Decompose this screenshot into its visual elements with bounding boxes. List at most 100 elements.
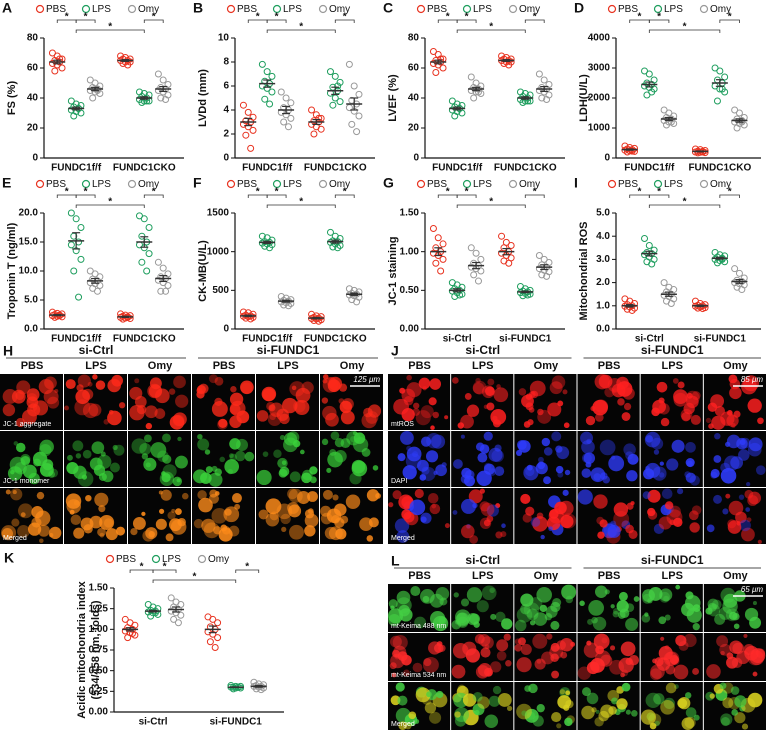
significance-label: *	[84, 12, 88, 23]
micrograph-spot	[204, 449, 211, 455]
micrograph-spot	[452, 510, 458, 515]
micrograph-spot	[213, 526, 222, 535]
micrograph-spot	[396, 530, 410, 543]
panel-letter: F	[193, 175, 202, 191]
micrograph-spot	[475, 377, 481, 384]
data-point	[277, 88, 285, 96]
micrograph-spot	[47, 396, 60, 409]
data-point	[145, 250, 153, 258]
error-bar	[645, 81, 654, 88]
micrograph-spot	[550, 601, 561, 613]
micrograph-spot	[144, 405, 158, 419]
micrograph-spot	[43, 389, 59, 405]
micrograph-spot	[75, 389, 90, 405]
micrograph-spot	[406, 445, 412, 452]
error-bar	[472, 261, 481, 270]
micrograph-spot	[72, 440, 84, 452]
y-tick-label: 2.0	[596, 277, 610, 288]
micrograph-spot	[436, 641, 443, 647]
micrograph-spot	[556, 446, 570, 460]
micrograph-spot	[520, 603, 531, 615]
data-point	[310, 130, 318, 138]
micrograph-spot	[671, 439, 685, 453]
micrograph-spot	[403, 511, 415, 523]
micrograph-spot	[587, 618, 594, 625]
micrograph-spot	[320, 505, 332, 517]
micrograph-spot	[555, 465, 564, 474]
data-point	[312, 111, 320, 119]
legend-marker	[272, 4, 282, 14]
micrograph-spot	[500, 531, 507, 538]
micrograph-spot	[733, 623, 740, 630]
legend-label: Omy	[519, 179, 540, 190]
data-point	[154, 87, 162, 94]
data-point	[138, 258, 146, 266]
micrograph-spot	[652, 466, 667, 481]
data-point	[177, 611, 185, 619]
micrograph-spot	[159, 508, 165, 514]
column-label: Omy	[148, 360, 173, 372]
micrograph-spot	[539, 604, 548, 613]
micrograph-spot	[256, 469, 272, 486]
group-label: si-FUNDC1	[257, 343, 320, 357]
micrograph-spot	[644, 431, 661, 448]
legend-marker	[699, 179, 709, 189]
data-point	[77, 255, 85, 263]
error-bar	[453, 288, 462, 293]
legend-label: PBS	[427, 179, 447, 190]
data-point	[472, 249, 480, 257]
micrograph-spot	[688, 510, 699, 521]
error-bar	[715, 256, 724, 260]
legend-marker	[607, 179, 617, 189]
y-tick-label: 1.00	[400, 246, 420, 257]
significance-label: *	[256, 187, 260, 198]
micrograph-spot	[743, 633, 748, 638]
micrograph-spot	[175, 508, 182, 515]
micrograph-spot	[656, 381, 668, 393]
micrograph-spot	[543, 476, 552, 485]
data-point	[439, 255, 447, 263]
data-point	[70, 112, 78, 120]
significance-bracket	[456, 194, 477, 198]
micrograph-spot	[487, 378, 495, 386]
micrograph-spot	[536, 703, 545, 713]
micrograph-spot	[17, 525, 30, 538]
micrograph-spot	[367, 404, 382, 418]
micrograph-spot	[182, 492, 189, 500]
micrograph-spot	[283, 437, 298, 453]
data-point	[154, 258, 162, 266]
micrograph-spot	[139, 442, 152, 455]
micrograph-tile	[128, 488, 191, 544]
micrograph-spot	[726, 656, 739, 669]
y-tick-label: 0.50	[89, 665, 109, 676]
micrograph-spot	[709, 693, 715, 699]
micrograph-spot	[594, 399, 609, 413]
micrograph-spot	[685, 472, 696, 483]
micrograph-spot	[611, 697, 619, 705]
micrograph-spot	[469, 535, 478, 544]
error-bar	[121, 58, 130, 63]
micrograph-spot	[116, 526, 126, 536]
legend-marker	[272, 179, 282, 189]
data-point	[145, 224, 153, 231]
micrograph-spot	[540, 534, 545, 540]
y-tick-label: 5.0	[596, 208, 610, 219]
micrograph-spot	[551, 711, 562, 723]
micrograph-spot	[36, 491, 45, 500]
data-point	[167, 594, 175, 602]
error-bar	[350, 292, 359, 296]
micrograph-spot	[82, 449, 92, 459]
micrograph-spot	[211, 465, 218, 472]
micrograph-spot	[31, 506, 44, 519]
error-bar	[244, 314, 253, 318]
micrograph-spot	[410, 586, 421, 597]
micrograph-spot	[749, 650, 765, 666]
micrograph-spot	[620, 672, 625, 678]
micrograph-spot	[691, 505, 702, 515]
row-label: JC-1 monomer	[3, 478, 50, 485]
micrograph-spot	[280, 513, 291, 525]
x-tick-label: si-FUNDC1	[694, 334, 747, 345]
micrograph-spot	[444, 523, 450, 529]
data-point	[51, 67, 59, 75]
micrograph-spot	[340, 410, 355, 425]
